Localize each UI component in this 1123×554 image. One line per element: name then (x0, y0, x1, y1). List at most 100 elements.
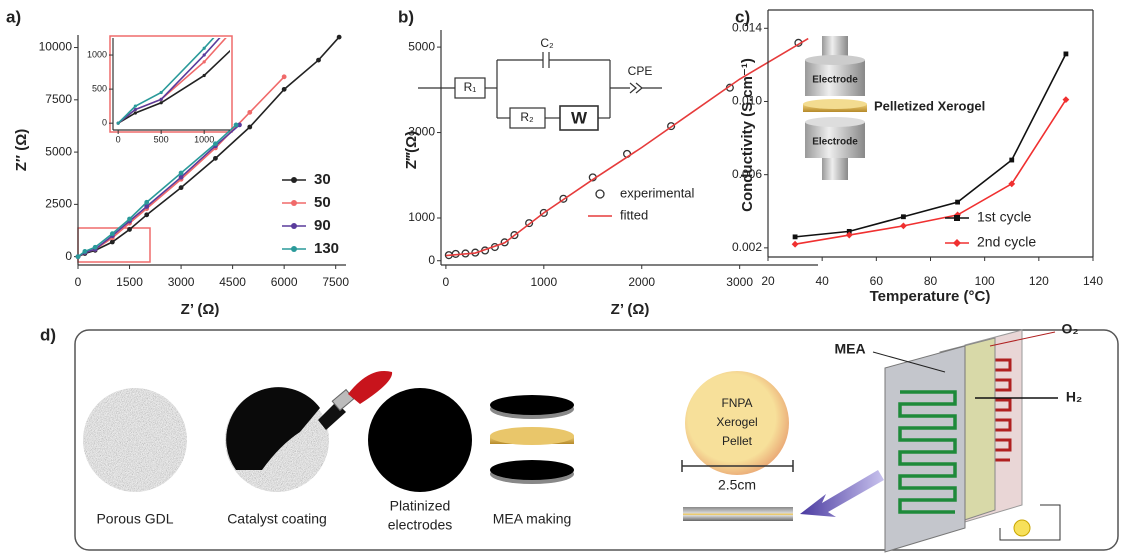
marker (213, 156, 218, 161)
y-tick-label: 1000 (87, 49, 107, 59)
marker (792, 241, 799, 248)
marker (246, 33, 249, 36)
scale-label: 2.5cm (718, 477, 756, 493)
marker (160, 98, 163, 101)
legend-label: 130 (314, 240, 339, 257)
marker (134, 105, 137, 108)
electrode-sketch (803, 36, 867, 180)
x-tick-label: 1000 (194, 134, 214, 144)
marker (337, 35, 342, 40)
marker (282, 87, 287, 92)
y-tick-label: 5000 (45, 144, 72, 158)
annotation: Electrode (812, 137, 858, 148)
legend-label: experimental (620, 185, 695, 200)
marker (203, 60, 206, 63)
marker (291, 223, 297, 229)
marker (1009, 158, 1014, 163)
cell-label: O₂ (1061, 321, 1078, 337)
marker (134, 111, 137, 114)
marker (291, 200, 297, 206)
pellet-label: Xerogel (716, 415, 757, 429)
marker (901, 214, 906, 219)
x-tick-label: 2000 (628, 275, 655, 289)
x-tick-label: 100 (975, 274, 995, 288)
marker (110, 240, 115, 245)
y-tick-label: 0 (428, 253, 435, 267)
step-label: electrodes (388, 517, 453, 533)
pellet-label: FNPA (721, 396, 752, 410)
marker (247, 110, 252, 115)
marker (179, 171, 184, 176)
y-tick-label: 0.014 (732, 20, 762, 34)
y-tick-label: 0 (65, 249, 72, 263)
y-tick-label: 0.002 (732, 240, 762, 254)
marker (203, 53, 206, 56)
marker (246, 0, 249, 2)
marker (955, 200, 960, 205)
x-axis-label: Temperature (°C) (870, 288, 991, 305)
x-tick-label: 3000 (726, 275, 753, 289)
marker (110, 231, 115, 236)
marker (127, 227, 132, 232)
x-tick-label: 0 (75, 275, 82, 289)
marker (179, 175, 184, 180)
x-axis-label: Z’ (Ω) (611, 301, 650, 318)
x-tick-label: 80 (924, 274, 938, 288)
x-tick-label: 0 (443, 275, 450, 289)
legend-label: 1st cycle (977, 209, 1032, 225)
x-tick-label: 140 (1083, 274, 1103, 288)
marker (82, 249, 87, 254)
y-axis-label: Z‴(Ω) (403, 131, 420, 169)
marker (160, 101, 163, 104)
marker (144, 212, 149, 217)
step-label: Platinized (390, 498, 451, 514)
annotation: Pelletized Xerogel (874, 98, 985, 113)
marker (76, 254, 81, 259)
marker (127, 217, 132, 222)
legend-label: 2nd cycle (977, 234, 1036, 250)
marker (282, 74, 287, 79)
step-label: Catalyst coating (227, 511, 327, 527)
series-line (78, 125, 236, 257)
x-tick-label: 120 (1029, 274, 1049, 288)
x-tick-label: 4500 (219, 275, 246, 289)
marker (291, 177, 297, 183)
circuit (418, 52, 662, 130)
x-tick-label: 7500 (322, 275, 349, 289)
legend-label: fitted (620, 207, 648, 222)
pellet-label: Pellet (722, 434, 753, 448)
y-tick-label: 0 (102, 118, 107, 128)
marker (954, 215, 960, 221)
marker (1064, 52, 1069, 57)
y-tick-label: 1000 (408, 210, 435, 224)
marker (160, 91, 163, 94)
marker (246, 6, 249, 9)
x-tick-label: 1000 (530, 275, 557, 289)
circuit-label: W (571, 108, 588, 127)
legend-label: 90 (314, 217, 331, 234)
marker (793, 234, 798, 239)
panel-label: b) (398, 7, 414, 26)
marker (953, 239, 961, 247)
circuit-label: CPE (628, 64, 653, 78)
legend-label: 30 (314, 171, 331, 188)
y-tick-label: 2500 (45, 197, 72, 211)
step-label: MEA making (493, 511, 572, 527)
figure: a) b) c) d) R₁ C₂ CPE R₂ W Electrode Pel… (0, 0, 1123, 554)
y-tick-label: 500 (92, 83, 107, 93)
panel-label: d) (40, 325, 56, 344)
annotation: Electrode (812, 75, 858, 86)
x-axis-label: Z’ (Ω) (181, 301, 220, 318)
circuit-label: R₁ (464, 80, 477, 94)
marker (134, 108, 137, 111)
x-tick-label: 6000 (271, 275, 298, 289)
legend-label: 50 (314, 194, 331, 211)
marker (117, 122, 120, 125)
marker (247, 125, 252, 130)
y-tick-label: 5000 (408, 39, 435, 53)
circuit-label: C₂ (540, 36, 554, 50)
x-tick-label: 40 (815, 274, 829, 288)
marker (203, 47, 206, 50)
cell-label: H₂ (1066, 389, 1082, 405)
x-tick-label: 500 (154, 134, 169, 144)
